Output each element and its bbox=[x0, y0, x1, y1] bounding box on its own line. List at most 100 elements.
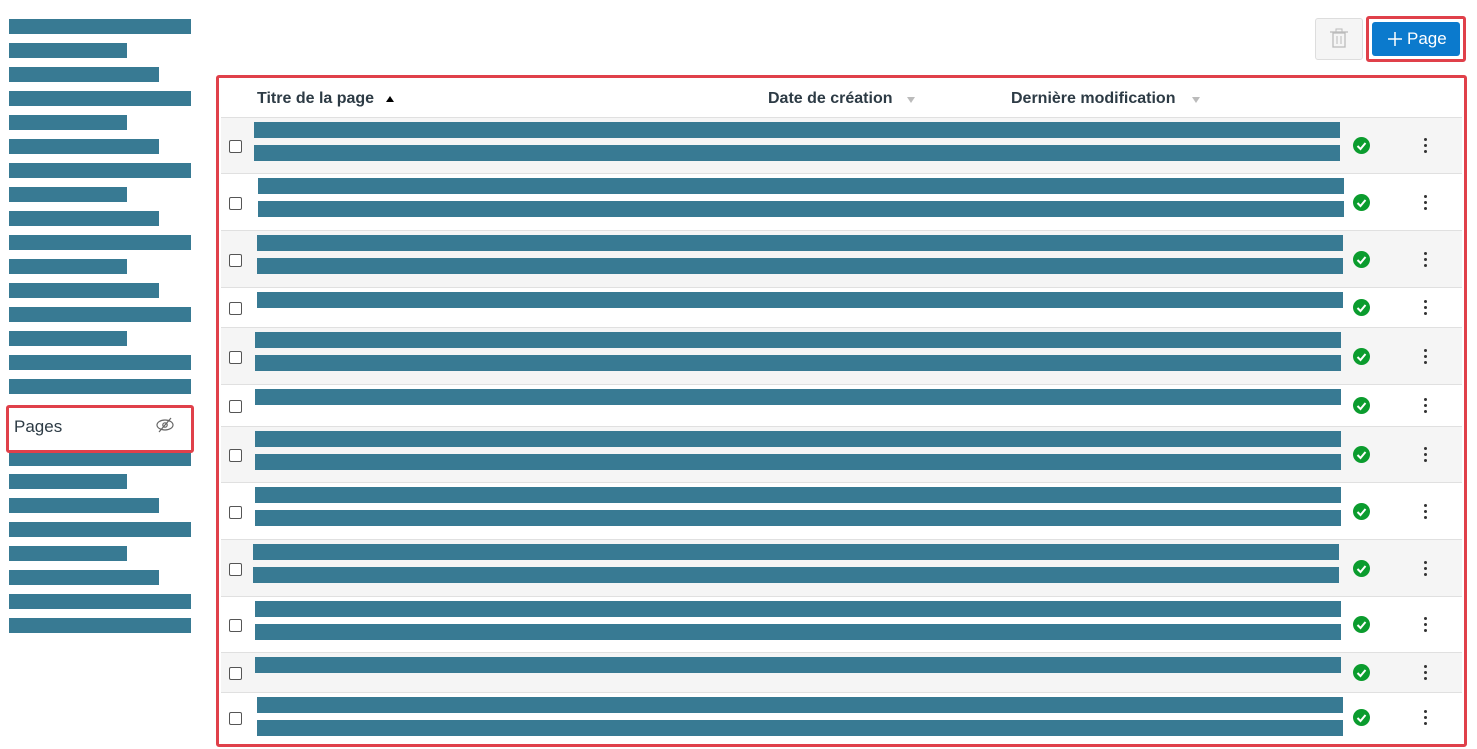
table-row bbox=[221, 117, 1462, 174]
redacted-nav-item bbox=[9, 522, 191, 537]
redacted-nav-item bbox=[9, 91, 191, 106]
new-page-button[interactable]: Page bbox=[1372, 22, 1460, 56]
plus-icon bbox=[1388, 32, 1402, 46]
checkbox[interactable] bbox=[229, 505, 242, 519]
published-icon[interactable] bbox=[1353, 397, 1370, 414]
redacted-title bbox=[258, 201, 1344, 217]
row-menu[interactable] bbox=[1424, 138, 1428, 156]
redacted-title bbox=[255, 332, 1341, 348]
checkbox[interactable] bbox=[229, 619, 242, 632]
redacted-title bbox=[257, 258, 1343, 274]
redacted-nav-item bbox=[9, 498, 159, 513]
redacted-title bbox=[253, 544, 1339, 560]
redacted-nav-item bbox=[9, 594, 191, 609]
redacted-title bbox=[255, 431, 1341, 447]
published-icon[interactable] bbox=[1353, 299, 1370, 316]
redacted-nav-item bbox=[9, 307, 191, 322]
published-icon[interactable] bbox=[1353, 250, 1370, 268]
table-row bbox=[221, 327, 1462, 385]
table-row bbox=[221, 287, 1462, 328]
redacted-title bbox=[255, 657, 1341, 673]
row-menu[interactable] bbox=[1424, 251, 1428, 270]
published-icon[interactable] bbox=[1353, 559, 1370, 577]
redacted-title bbox=[255, 487, 1341, 503]
checkbox[interactable] bbox=[229, 449, 242, 462]
row-menu[interactable] bbox=[1424, 560, 1428, 579]
column-header[interactable]: Dernière modification bbox=[1011, 90, 1176, 107]
checkbox[interactable] bbox=[229, 253, 242, 267]
row-menu[interactable] bbox=[1424, 398, 1428, 416]
checkbox[interactable] bbox=[229, 302, 242, 315]
published-icon[interactable] bbox=[1353, 347, 1370, 365]
redacted-nav-item bbox=[9, 211, 159, 226]
published-icon[interactable] bbox=[1353, 446, 1370, 463]
row-menu[interactable] bbox=[1424, 665, 1428, 683]
published-icon[interactable] bbox=[1353, 664, 1370, 681]
published-icon[interactable] bbox=[1353, 502, 1370, 520]
redacted-nav-item bbox=[9, 331, 127, 346]
redacted-title bbox=[255, 624, 1341, 640]
published-icon[interactable] bbox=[1353, 616, 1370, 633]
row-menu[interactable] bbox=[1424, 194, 1428, 213]
column-header[interactable]: Titre de la page bbox=[257, 90, 375, 107]
redacted-nav-item bbox=[9, 474, 127, 489]
redacted-title bbox=[255, 510, 1341, 526]
redacted-title bbox=[257, 292, 1343, 308]
table-row bbox=[221, 173, 1462, 231]
table-row bbox=[221, 384, 1462, 427]
row-menu[interactable] bbox=[1424, 617, 1428, 635]
redacted-nav-item bbox=[9, 259, 127, 274]
published-icon[interactable] bbox=[1353, 137, 1370, 154]
row-menu[interactable] bbox=[1424, 348, 1428, 367]
table-row bbox=[221, 692, 1462, 742]
sort-asc bbox=[386, 96, 394, 102]
column-header[interactable]: Date de création bbox=[768, 90, 893, 107]
redacted-nav-item bbox=[9, 546, 127, 561]
redacted-nav-item bbox=[9, 618, 191, 633]
nav-label: Pages bbox=[14, 417, 63, 436]
hidden-icon bbox=[156, 417, 174, 433]
redacted-title bbox=[258, 178, 1344, 194]
row-menu[interactable] bbox=[1424, 503, 1428, 522]
table-row bbox=[221, 230, 1462, 288]
redacted-nav-item bbox=[9, 235, 191, 250]
redacted-nav-item bbox=[9, 355, 191, 370]
active-nav-item[interactable]: Pages bbox=[6, 405, 194, 453]
checkbox[interactable] bbox=[229, 711, 242, 725]
table-row bbox=[221, 539, 1462, 597]
published-icon[interactable] bbox=[1353, 193, 1370, 211]
checkbox[interactable] bbox=[229, 667, 242, 680]
redacted-title bbox=[257, 720, 1343, 736]
checkbox[interactable] bbox=[229, 350, 242, 364]
sort-icon bbox=[907, 97, 915, 103]
redacted-title bbox=[257, 235, 1343, 251]
checkbox[interactable] bbox=[229, 140, 242, 153]
redacted-title bbox=[253, 567, 1339, 583]
trash-icon bbox=[1330, 28, 1348, 48]
redacted-nav-item bbox=[9, 283, 159, 298]
row-menu[interactable] bbox=[1424, 447, 1428, 465]
row-menu[interactable] bbox=[1424, 709, 1428, 728]
redacted-nav-item bbox=[9, 115, 127, 130]
delete-button[interactable] bbox=[1315, 18, 1363, 60]
table-row bbox=[221, 596, 1462, 653]
redacted-title bbox=[255, 454, 1341, 470]
sort-icon bbox=[1192, 97, 1200, 103]
checkbox[interactable] bbox=[229, 196, 242, 210]
table-row bbox=[221, 652, 1462, 693]
redacted-nav-item bbox=[9, 187, 127, 202]
redacted-nav-item bbox=[9, 379, 191, 394]
redacted-title bbox=[255, 355, 1341, 371]
pages-table bbox=[216, 75, 1467, 747]
redacted-title bbox=[254, 122, 1340, 138]
checkbox[interactable] bbox=[229, 400, 242, 413]
checkbox[interactable] bbox=[229, 562, 242, 576]
row-menu[interactable] bbox=[1424, 300, 1428, 318]
published-icon[interactable] bbox=[1353, 708, 1370, 726]
redacted-title bbox=[255, 389, 1341, 405]
redacted-nav-item bbox=[9, 451, 191, 466]
redacted-title bbox=[254, 145, 1340, 161]
redacted-nav-item bbox=[9, 163, 191, 178]
highlight: Page bbox=[1366, 16, 1466, 62]
